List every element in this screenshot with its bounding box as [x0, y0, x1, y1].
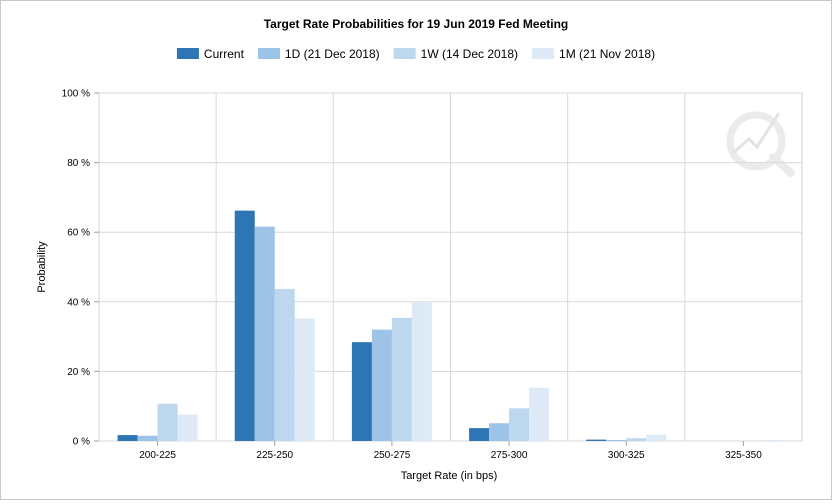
bar [137, 435, 158, 441]
bar [117, 435, 138, 441]
x-tick-label: 275-300 [491, 450, 528, 461]
bar [489, 423, 510, 441]
y-axis-label: Probability [36, 241, 48, 293]
y-tick-label: 20 % [67, 367, 90, 378]
bar [234, 210, 255, 441]
legend-swatch [176, 48, 199, 59]
legend-label: 1M (21 Nov 2018) [559, 47, 655, 61]
bar [294, 318, 315, 441]
x-tick-label: 200-225 [139, 450, 176, 461]
grid [98, 92, 803, 442]
bar [411, 302, 432, 441]
bar [274, 288, 295, 441]
x-tick-label: 325-350 [725, 450, 762, 461]
x-axis-label: Target Rate (in bps) [401, 470, 498, 482]
bar [371, 329, 392, 441]
y-tick-label: 0 % [73, 437, 90, 448]
x-tick-label: 250-275 [374, 450, 411, 461]
bar [606, 439, 627, 441]
legend-label: Current [204, 47, 245, 61]
bar [763, 439, 784, 441]
y-tick-label: 100 % [62, 89, 90, 100]
legend: Current 1D (21 Dec 2018) 1W (14 Dec 2018) 1… [176, 47, 655, 61]
bar [509, 408, 530, 441]
legend-swatch [257, 48, 280, 59]
chart-title: Target Rate Probabilities for 19 Jun 201… [264, 17, 569, 31]
bar [646, 434, 667, 441]
bars [117, 210, 784, 441]
y-tick-label: 80 % [67, 158, 90, 169]
bar [157, 403, 178, 441]
bar [351, 342, 372, 441]
bar [469, 428, 490, 441]
y-tick-label: 60 % [67, 228, 90, 239]
bar [391, 317, 412, 441]
x-axis-ticks: 200-225 225-250 250-275 275-300 300-325 325-3… [139, 441, 762, 461]
legend-label: 1W (14 Dec 2018) [421, 47, 518, 61]
legend-swatch [532, 48, 555, 59]
bar [254, 226, 275, 441]
bar [626, 438, 647, 441]
x-tick-label: 225-250 [256, 450, 293, 461]
q-logo-watermark-icon [726, 111, 795, 177]
legend-swatch [393, 48, 416, 59]
y-axis-ticks: 100 % 80 % 60 % 40 % 20 % 0 % [62, 89, 99, 448]
x-tick-label: 300-325 [608, 450, 645, 461]
y-tick-label: 40 % [67, 297, 90, 308]
bar [529, 387, 550, 441]
bar [177, 414, 198, 441]
legend-label: 1D (21 Dec 2018) [285, 47, 380, 61]
bar [586, 439, 607, 441]
